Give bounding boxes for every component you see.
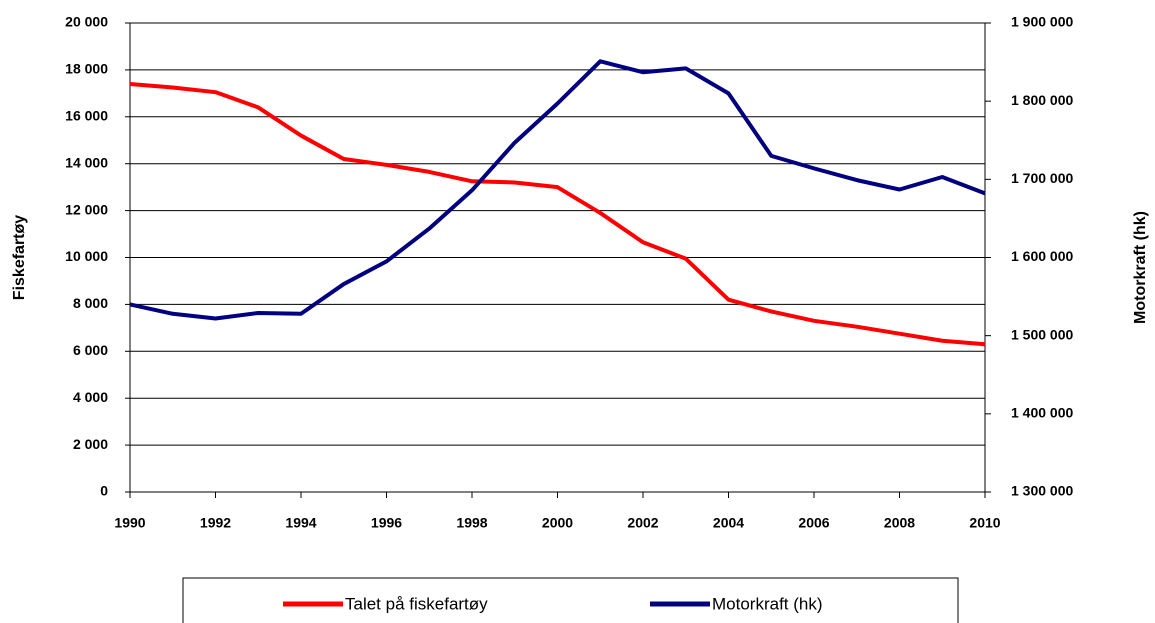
legend-label: Talet på fiskefartøy	[345, 594, 488, 613]
x-tick-label: 2002	[627, 515, 658, 531]
y2-tick-label: 1 600 000	[1011, 248, 1073, 264]
y-tick-label: 20 000	[65, 14, 108, 30]
y2-tick-label: 1 800 000	[1011, 92, 1073, 108]
y2-tick-label: 1 400 000	[1011, 405, 1073, 421]
legend-label: Motorkraft (hk)	[712, 594, 823, 613]
x-tick-label: 1990	[114, 515, 145, 531]
y2-tick-label: 1 900 000	[1011, 14, 1073, 30]
x-tick-label: 1996	[371, 515, 402, 531]
y-tick-label: 18 000	[65, 61, 108, 77]
y-axis-label: Fiskefartøy	[11, 215, 28, 300]
y-tick-label: 16 000	[65, 108, 108, 124]
x-tick-label: 2008	[884, 515, 915, 531]
x-tick-label: 1992	[200, 515, 231, 531]
y2-tick-label: 1 300 000	[1011, 483, 1073, 499]
series-line	[129, 81, 986, 347]
x-tick-label: 2000	[542, 515, 573, 531]
x-tick-label: 2010	[969, 515, 1000, 531]
x-tick-label: 2006	[798, 515, 829, 531]
y-tick-label: 0	[100, 483, 108, 499]
x-tick-label: 1998	[456, 515, 487, 531]
y-tick-label: 4 000	[73, 389, 108, 405]
y-tick-label: 12 000	[65, 201, 108, 217]
y2-tick-label: 1 700 000	[1011, 170, 1073, 186]
x-tick-label: 2004	[713, 515, 744, 531]
y-tick-label: 6 000	[73, 342, 108, 358]
series-line	[129, 59, 986, 321]
y-tick-label: 10 000	[65, 248, 108, 264]
y-tick-label: 2 000	[73, 436, 108, 452]
legend-box	[182, 577, 959, 623]
y-tick-label: 8 000	[73, 295, 108, 311]
x-tick-label: 1994	[285, 515, 316, 531]
y2-axis-label: Motorkraft (hk)	[1132, 211, 1149, 324]
y2-tick-label: 1 500 000	[1011, 326, 1073, 342]
y-tick-label: 14 000	[65, 154, 108, 170]
